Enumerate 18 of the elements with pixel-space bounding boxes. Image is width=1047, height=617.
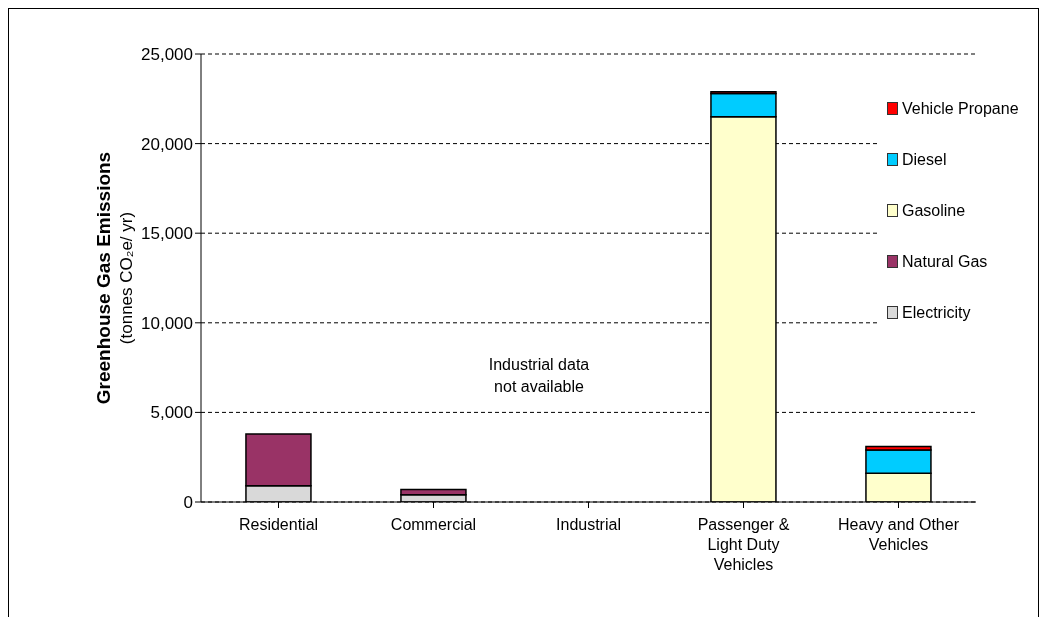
y-axis-title: Greenhouse Gas Emissions (tonnes CO₂e/ yr) (93, 151, 136, 405)
legend-label: Natural Gas (902, 252, 988, 271)
y-tick-label: 20,000 (141, 134, 193, 154)
x-tick-label: Heavy and Other Vehicles (838, 516, 960, 553)
legend-label: Diesel (902, 150, 947, 169)
y-tick-label: 25,000 (141, 45, 193, 65)
x-tick-label: Commercial (390, 516, 477, 533)
y-tick-label: 10,000 (141, 313, 193, 333)
x-tick-label: Residential (238, 516, 319, 533)
legend-label: Gasoline (902, 201, 966, 220)
legend-label: Vehicle Propane (902, 99, 1019, 118)
y-tick-label: 5,000 (150, 403, 193, 423)
legend-label: Electricity (902, 303, 971, 322)
x-tick-label: Passenger & Light Duty Vehicles (697, 516, 790, 573)
x-tick-label: Industrial (556, 516, 621, 533)
y-tick-label: 15,000 (141, 224, 193, 244)
annotation: Industrial data not available (487, 355, 591, 397)
y-tick-label: 0 (183, 493, 193, 513)
